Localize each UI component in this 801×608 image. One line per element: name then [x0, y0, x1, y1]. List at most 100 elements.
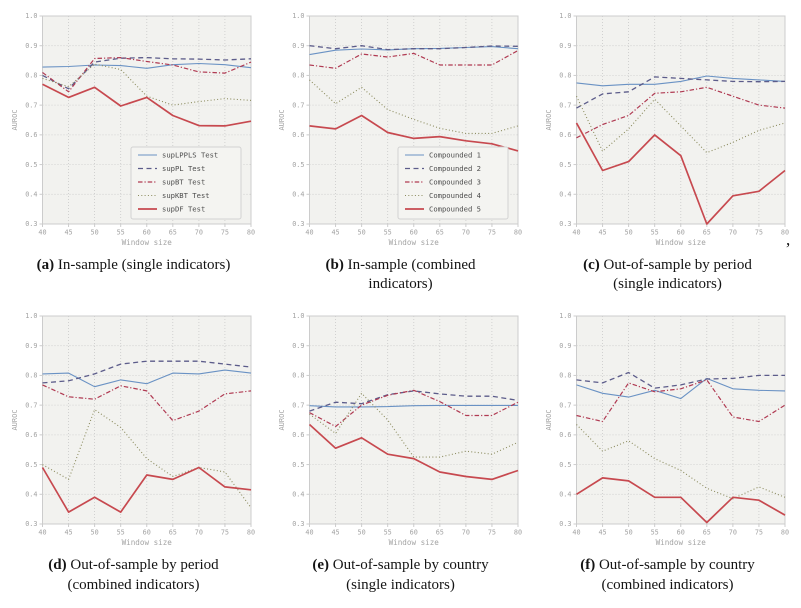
svg-text:70: 70 [194, 229, 202, 237]
svg-text:AUROC: AUROC [545, 109, 553, 130]
svg-text:45: 45 [331, 229, 339, 237]
svg-text:50: 50 [357, 529, 365, 537]
svg-text:Window size: Window size [121, 538, 172, 547]
svg-text:0.9: 0.9 [292, 342, 304, 350]
svg-text:Compounded 4: Compounded 4 [429, 191, 481, 200]
svg-text:0.6: 0.6 [25, 131, 37, 139]
svg-text:0.5: 0.5 [292, 161, 304, 169]
svg-text:Compounded 3: Compounded 3 [429, 178, 481, 187]
caption-f: (f) Out-of-sample by country (combined i… [568, 556, 768, 594]
svg-text:60: 60 [409, 529, 417, 537]
caption-c-text: Out-of-sample by period (single indicato… [603, 257, 752, 293]
svg-text:80: 80 [513, 229, 521, 237]
subplot-a: 0.3 0.4 0.5 0.6 0.7 0.8 0.9 1.0 40 45 50 55 60 65 70 75… [0, 4, 267, 294]
svg-text:0.7: 0.7 [559, 101, 571, 109]
svg-text:Compounded 5: Compounded 5 [429, 205, 481, 214]
svg-text:50: 50 [624, 529, 632, 537]
svg-text:65: 65 [168, 529, 176, 537]
svg-text:Window size: Window size [655, 538, 706, 547]
svg-text:0.8: 0.8 [559, 72, 571, 80]
subplot-c: 0.3 0.4 0.5 0.6 0.7 0.8 0.9 1.0 40 45 50 55 60 65 70 75… [534, 4, 801, 294]
chart-c-line-plot: 0.3 0.4 0.5 0.6 0.7 0.8 0.9 1.0 40 45 50 55 60 65 70 75… [545, 12, 789, 247]
svg-text:0.3: 0.3 [25, 521, 37, 529]
chart-d-line-plot: 0.3 0.4 0.5 0.6 0.7 0.8 0.9 1.0 40 45 50 55 60 65 70 75… [11, 313, 255, 548]
svg-text:70: 70 [461, 529, 469, 537]
svg-text:AUROC: AUROC [545, 410, 553, 431]
subplot-b: 0.3 0.4 0.5 0.6 0.7 0.8 0.9 1.0 40 45 50 55 60 65 70 75… [267, 4, 534, 294]
svg-text:0.7: 0.7 [559, 402, 571, 410]
svg-text:Compounded 2: Compounded 2 [429, 164, 481, 173]
svg-text:0.5: 0.5 [292, 461, 304, 469]
svg-text:40: 40 [38, 229, 46, 237]
figure-panel-grid: 0.3 0.4 0.5 0.6 0.7 0.8 0.9 1.0 40 45 50 55 60 65 70 75… [0, 4, 801, 594]
svg-text:65: 65 [435, 529, 443, 537]
svg-text:70: 70 [728, 529, 736, 537]
svg-text:Window size: Window size [655, 238, 706, 247]
svg-text:60: 60 [676, 229, 684, 237]
svg-text:75: 75 [487, 229, 495, 237]
svg-text:0.7: 0.7 [25, 402, 37, 410]
svg-text:supPL Test: supPL Test [162, 164, 205, 173]
svg-text:40: 40 [305, 529, 313, 537]
svg-text:supLPPLS Test: supLPPLS Test [162, 151, 218, 160]
caption-f-label: (f) [580, 557, 596, 574]
svg-text:55: 55 [383, 529, 391, 537]
caption-e-label: (e) [312, 557, 330, 574]
caption-d-label: (d) [48, 557, 67, 574]
caption-a: (a) In-sample (single indicators) [37, 256, 231, 275]
svg-text:75: 75 [754, 529, 762, 537]
chart-e-line-plot: 0.3 0.4 0.5 0.6 0.7 0.8 0.9 1.0 40 45 50 55 60 65 70 75… [278, 313, 522, 548]
svg-text:0.7: 0.7 [292, 101, 304, 109]
svg-text:50: 50 [624, 229, 632, 237]
svg-text:45: 45 [64, 529, 72, 537]
svg-text:55: 55 [650, 229, 658, 237]
svg-text:0.9: 0.9 [559, 342, 571, 350]
svg-text:50: 50 [90, 229, 98, 237]
svg-text:40: 40 [38, 529, 46, 537]
svg-text:70: 70 [194, 529, 202, 537]
svg-text:0.5: 0.5 [559, 161, 571, 169]
svg-text:75: 75 [220, 529, 228, 537]
caption-c: (c) Out-of-sample by period (single indi… [568, 256, 768, 294]
subplot-d: 0.3 0.4 0.5 0.6 0.7 0.8 0.9 1.0 40 45 50 55 60 65 70 75… [0, 304, 267, 594]
svg-text:0.3: 0.3 [559, 220, 571, 228]
svg-text:AUROC: AUROC [11, 109, 19, 130]
svg-text:50: 50 [357, 229, 365, 237]
svg-text:AUROC: AUROC [278, 410, 286, 431]
svg-text:AUROC: AUROC [11, 410, 19, 431]
svg-text:80: 80 [246, 529, 254, 537]
svg-text:Window size: Window size [388, 538, 439, 547]
svg-text:supKBT Test: supKBT Test [162, 191, 210, 200]
svg-text:65: 65 [168, 229, 176, 237]
caption-c-label: (c) [583, 257, 600, 273]
svg-text:1.0: 1.0 [559, 12, 571, 20]
svg-text:60: 60 [142, 529, 150, 537]
svg-text:0.4: 0.4 [292, 491, 304, 499]
caption-f-text: Out-of-sample by country (combined indic… [598, 557, 755, 593]
svg-text:55: 55 [116, 529, 124, 537]
svg-text:0.6: 0.6 [292, 131, 304, 139]
svg-text:0.8: 0.8 [559, 372, 571, 380]
svg-text:0.4: 0.4 [559, 190, 571, 198]
svg-text:0.8: 0.8 [25, 72, 37, 80]
svg-text:0.5: 0.5 [559, 461, 571, 469]
svg-text:0.5: 0.5 [25, 161, 37, 169]
stray-comma: , [786, 230, 791, 249]
svg-text:65: 65 [435, 229, 443, 237]
svg-text:70: 70 [461, 229, 469, 237]
svg-text:40: 40 [572, 529, 580, 537]
svg-text:supDF Test: supDF Test [162, 205, 205, 214]
svg-text:75: 75 [754, 229, 762, 237]
svg-text:80: 80 [780, 229, 788, 237]
svg-text:65: 65 [702, 529, 710, 537]
svg-text:60: 60 [409, 229, 417, 237]
svg-text:50: 50 [90, 529, 98, 537]
svg-text:0.8: 0.8 [292, 72, 304, 80]
svg-text:0.9: 0.9 [25, 342, 37, 350]
svg-text:1.0: 1.0 [25, 12, 37, 20]
svg-text:1.0: 1.0 [25, 313, 37, 321]
svg-text:0.3: 0.3 [292, 521, 304, 529]
svg-text:0.5: 0.5 [25, 461, 37, 469]
svg-text:80: 80 [246, 229, 254, 237]
svg-text:Compounded 1: Compounded 1 [429, 151, 481, 160]
